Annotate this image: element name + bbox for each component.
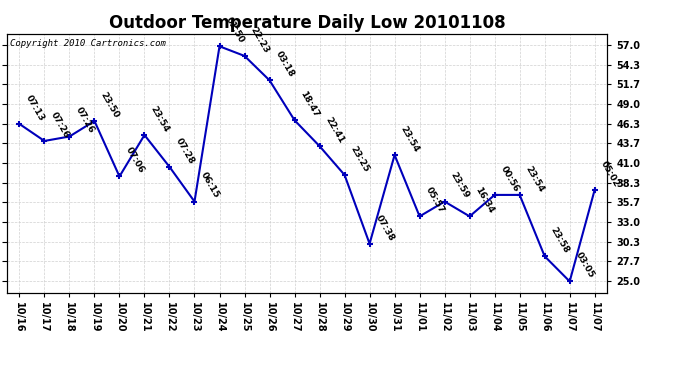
Text: 23:54: 23:54 [524, 164, 546, 194]
Text: 07:13: 07:13 [23, 93, 46, 123]
Text: 07:38: 07:38 [374, 213, 396, 242]
Text: 01:50: 01:50 [224, 16, 246, 45]
Text: 23:58: 23:58 [549, 226, 571, 255]
Text: 23:50: 23:50 [99, 90, 121, 120]
Text: 23:25: 23:25 [348, 144, 371, 174]
Text: 07:26: 07:26 [74, 106, 96, 135]
Text: 06:15: 06:15 [199, 171, 221, 200]
Text: 07:28: 07:28 [174, 136, 196, 165]
Text: 23:59: 23:59 [448, 171, 471, 200]
Text: 22:23: 22:23 [248, 25, 270, 54]
Text: 07:26: 07:26 [48, 110, 70, 140]
Text: 07:06: 07:06 [124, 146, 146, 175]
Text: 22:41: 22:41 [324, 116, 346, 145]
Text: 23:54: 23:54 [148, 104, 171, 134]
Text: Copyright 2010 Cartronics.com: Copyright 2010 Cartronics.com [10, 39, 166, 48]
Text: 00:56: 00:56 [499, 165, 521, 194]
Text: 05:57: 05:57 [424, 186, 446, 215]
Text: 18:47: 18:47 [299, 89, 321, 119]
Title: Outdoor Temperature Daily Low 20101108: Outdoor Temperature Daily Low 20101108 [109, 14, 505, 32]
Text: 16:34: 16:34 [474, 186, 496, 215]
Text: 05:02: 05:02 [599, 159, 621, 188]
Text: 03:05: 03:05 [574, 251, 596, 280]
Text: 03:18: 03:18 [274, 50, 296, 79]
Text: 23:54: 23:54 [399, 124, 421, 154]
